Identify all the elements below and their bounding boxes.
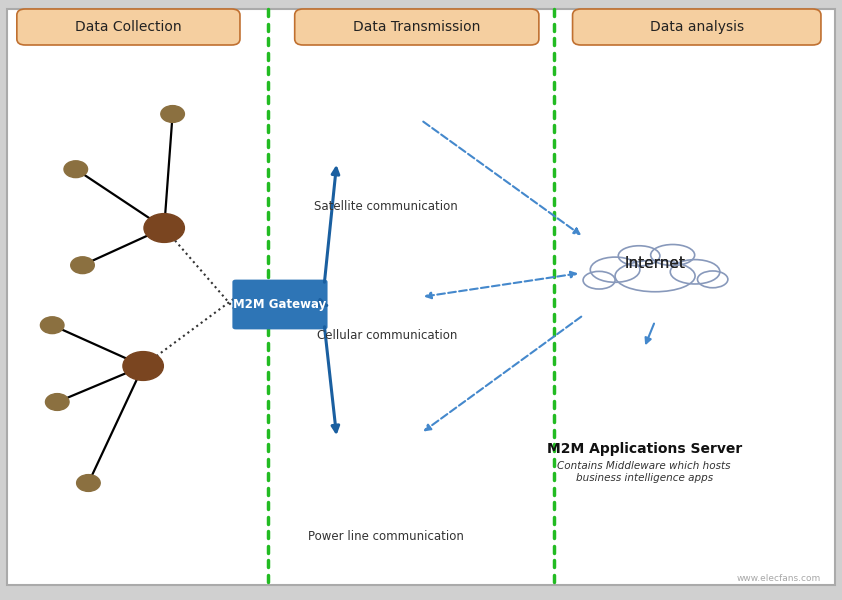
FancyBboxPatch shape (232, 280, 328, 329)
Circle shape (40, 317, 64, 334)
Ellipse shape (670, 260, 720, 284)
Text: Contains Middleware which hosts
business intelligence apps: Contains Middleware which hosts business… (557, 461, 731, 483)
Circle shape (123, 352, 163, 380)
Circle shape (77, 475, 100, 491)
Ellipse shape (651, 244, 695, 265)
Text: Data Transmission: Data Transmission (353, 20, 481, 34)
FancyBboxPatch shape (7, 9, 835, 585)
FancyBboxPatch shape (573, 9, 821, 45)
Text: Satellite communication: Satellite communication (314, 200, 457, 213)
Ellipse shape (583, 271, 615, 289)
Circle shape (64, 161, 88, 178)
Text: Data Collection: Data Collection (75, 20, 182, 34)
FancyBboxPatch shape (295, 9, 539, 45)
Text: www.elecfans.com: www.elecfans.com (737, 574, 821, 583)
Text: Internet: Internet (625, 256, 685, 271)
Circle shape (161, 106, 184, 122)
Ellipse shape (697, 271, 727, 288)
Circle shape (144, 214, 184, 242)
Ellipse shape (615, 260, 695, 292)
Text: M2M Applications Server: M2M Applications Server (546, 442, 742, 456)
Circle shape (71, 257, 94, 274)
Text: Data analysis: Data analysis (650, 20, 743, 34)
Text: Internet: Internet (625, 256, 685, 271)
FancyBboxPatch shape (17, 9, 240, 45)
Text: M2M Gateway: M2M Gateway (233, 298, 327, 311)
Text: Cellular communication: Cellular communication (317, 329, 457, 342)
Ellipse shape (618, 246, 660, 266)
Circle shape (45, 394, 69, 410)
Text: Power line communication: Power line communication (307, 530, 464, 543)
Ellipse shape (590, 257, 640, 283)
